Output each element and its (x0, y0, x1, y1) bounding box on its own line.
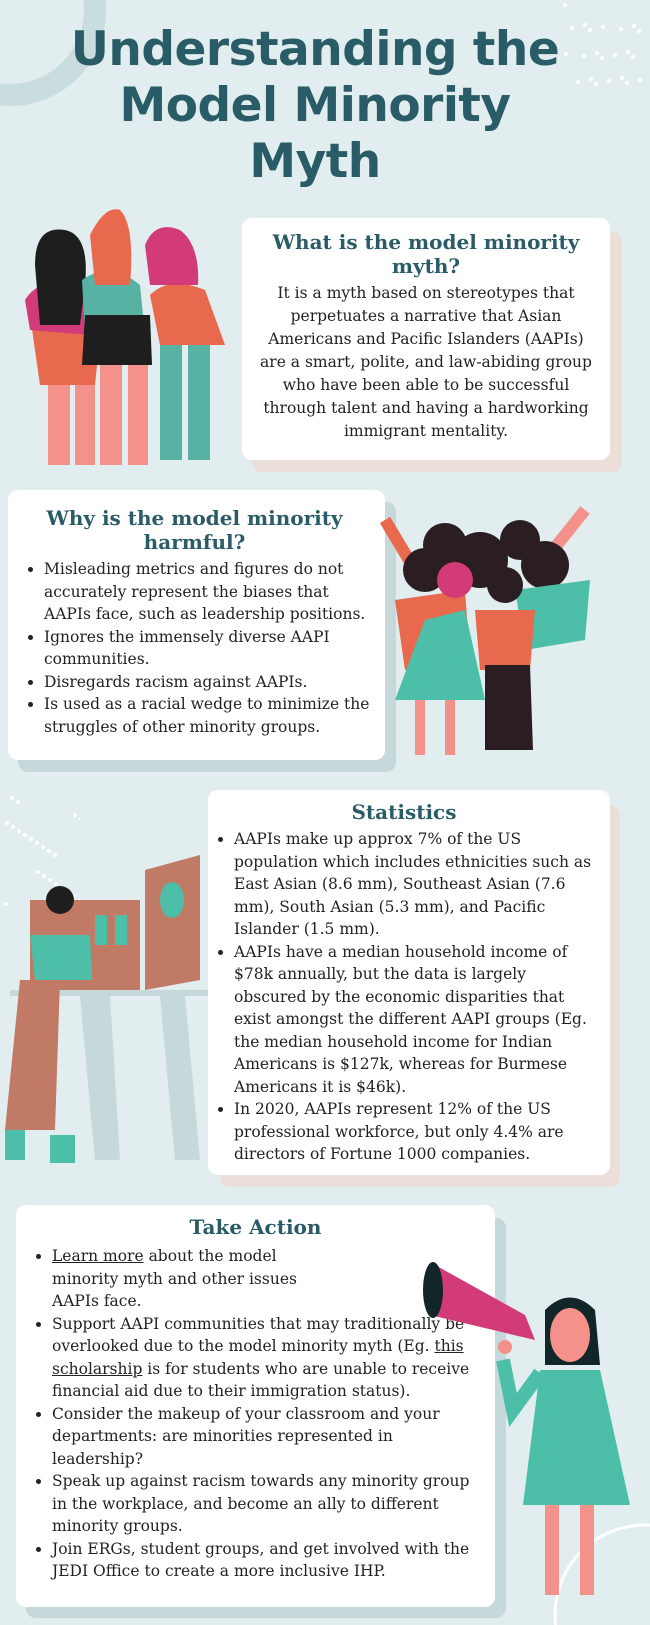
list-item: Learn more about the model minority myth… (52, 1245, 485, 1313)
why-harmful-list: Misleading metrics and figures do not ac… (18, 558, 371, 738)
what-is-heading: What is the model minority myth? (272, 230, 580, 278)
take-action-heading: Take Action (189, 1215, 322, 1239)
list-item: Is used as a racial wedge to minimize th… (44, 693, 371, 738)
list-item: Ignores the immensely diverse AAPI commu… (44, 626, 371, 671)
list-item: Speak up against racism towards any mino… (52, 1470, 485, 1538)
desk-illustration (5, 855, 215, 1163)
friends-illustration (25, 209, 225, 465)
page-title: Understanding the Model Minority Myth (70, 22, 560, 189)
list-item: Join ERGs, student groups, and get invol… (52, 1538, 485, 1583)
megaphone-illustration (423, 1262, 650, 1625)
take-action-list: Learn more about the model minority myth… (26, 1245, 485, 1583)
scholarship-link[interactable]: this scholarship (52, 1337, 464, 1378)
decorative-dots (563, 3, 642, 86)
list-item: In 2020, AAPIs represent 12% of the US p… (234, 1098, 600, 1166)
statistics-heading: Statistics (351, 800, 457, 824)
take-action-card: Take Action Learn more about the model m… (16, 1205, 495, 1607)
list-item: Support AAPI communities that may tradit… (52, 1313, 485, 1403)
list-item: AAPIs make up approx 7% of the US popula… (234, 828, 600, 941)
list-item: AAPIs have a median household income of … (234, 941, 600, 1099)
list-item: Misleading metrics and figures do not ac… (44, 558, 371, 626)
what-is-body: It is a myth based on stereotypes that p… (260, 284, 592, 440)
why-harmful-card: Why is the model minority harmful? Misle… (8, 490, 385, 760)
group-illustration (379, 506, 590, 755)
statistics-card: Statistics AAPIs make up approx 7% of th… (208, 790, 610, 1175)
decorative-circle (0, 0, 106, 106)
list-item: Disregards racism against AAPIs. (44, 671, 371, 694)
why-harmful-heading: Why is the model minority harmful? (46, 506, 343, 554)
list-item: Consider the makeup of your classroom an… (52, 1403, 485, 1471)
what-is-card: What is the model minority myth? It is a… (242, 218, 610, 460)
learn-more-link[interactable]: Learn more (52, 1247, 144, 1265)
statistics-list: AAPIs make up approx 7% of the US popula… (208, 828, 600, 1166)
